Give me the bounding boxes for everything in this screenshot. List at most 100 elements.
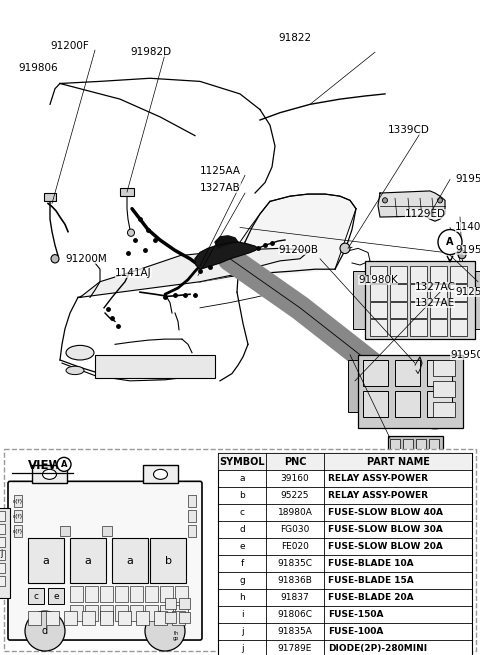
- Text: 1327AB: 1327AB: [200, 183, 241, 193]
- Text: h: h: [239, 593, 245, 602]
- Bar: [427, 391, 452, 417]
- Bar: [28, 611, 41, 625]
- Text: FUSE-SLOW BLOW 30A: FUSE-SLOW BLOW 30A: [328, 525, 443, 534]
- Bar: [112, 538, 148, 583]
- Bar: [115, 586, 128, 602]
- Bar: [32, 465, 67, 483]
- Bar: [85, 605, 98, 621]
- Bar: [95, 355, 215, 378]
- Bar: [0, 508, 10, 598]
- Text: i: i: [240, 610, 243, 619]
- Bar: [44, 193, 56, 201]
- Bar: [120, 188, 134, 196]
- Text: RELAY ASSY-POWER: RELAY ASSY-POWER: [328, 474, 428, 483]
- Text: 91200F: 91200F: [50, 41, 89, 51]
- Bar: [160, 605, 173, 621]
- Text: 91822: 91822: [278, 33, 311, 43]
- Bar: [100, 605, 113, 621]
- Text: g: g: [239, 576, 245, 585]
- Bar: [175, 605, 188, 621]
- FancyBboxPatch shape: [358, 355, 463, 428]
- Bar: [160, 586, 173, 602]
- Bar: [82, 611, 95, 625]
- Text: VIEW: VIEW: [28, 459, 62, 472]
- Text: c{f}: c{f}: [12, 529, 24, 534]
- Text: A: A: [61, 460, 67, 469]
- Text: a: a: [239, 474, 245, 483]
- Text: 1339CD: 1339CD: [388, 125, 430, 136]
- Bar: [390, 284, 407, 301]
- Text: 18980A: 18980A: [277, 508, 312, 517]
- FancyBboxPatch shape: [8, 481, 202, 640]
- Bar: [0, 537, 5, 547]
- Bar: [14, 510, 22, 522]
- Bar: [70, 538, 106, 583]
- Bar: [28, 538, 64, 583]
- Text: a: a: [43, 555, 49, 566]
- Bar: [416, 440, 426, 450]
- Text: th
gp: th gp: [173, 631, 179, 641]
- Bar: [165, 598, 176, 609]
- Bar: [430, 319, 447, 336]
- Bar: [390, 319, 407, 336]
- Bar: [188, 525, 196, 537]
- Text: j: j: [0, 549, 2, 557]
- Bar: [0, 576, 5, 586]
- Text: FUSE-BLADE 20A: FUSE-BLADE 20A: [328, 593, 414, 602]
- Bar: [188, 495, 196, 507]
- Text: 91835C: 91835C: [277, 559, 312, 568]
- Bar: [429, 440, 439, 450]
- Text: d: d: [239, 525, 245, 534]
- FancyBboxPatch shape: [348, 360, 358, 412]
- Bar: [410, 284, 427, 301]
- Circle shape: [128, 229, 134, 236]
- Bar: [100, 611, 113, 625]
- Bar: [390, 453, 400, 461]
- Text: 1129ED: 1129ED: [405, 209, 446, 219]
- Text: 91950D: 91950D: [455, 246, 480, 255]
- Text: PART NAME: PART NAME: [367, 457, 430, 467]
- Bar: [64, 611, 77, 625]
- Bar: [154, 611, 167, 625]
- Text: b: b: [239, 491, 245, 500]
- Bar: [416, 453, 426, 461]
- Bar: [85, 586, 98, 602]
- Bar: [145, 605, 158, 621]
- Bar: [188, 510, 196, 522]
- Bar: [450, 266, 467, 283]
- Circle shape: [145, 611, 185, 651]
- Circle shape: [437, 198, 443, 203]
- Bar: [390, 440, 400, 450]
- Bar: [433, 360, 455, 375]
- Text: 91950E: 91950E: [455, 174, 480, 185]
- Bar: [60, 526, 70, 536]
- Text: A: A: [446, 237, 454, 247]
- Bar: [70, 586, 83, 602]
- Text: f: f: [240, 559, 244, 568]
- Text: FG030: FG030: [280, 525, 310, 534]
- Text: j: j: [240, 627, 243, 636]
- Text: a: a: [127, 555, 133, 566]
- Text: 91950F: 91950F: [450, 350, 480, 360]
- Ellipse shape: [66, 345, 94, 360]
- Bar: [410, 319, 427, 336]
- Text: 39160: 39160: [281, 474, 310, 483]
- Bar: [130, 605, 143, 621]
- Bar: [0, 512, 5, 521]
- Text: 1141AJ: 1141AJ: [115, 269, 152, 278]
- Text: c: c: [34, 591, 38, 601]
- Text: 1327AC: 1327AC: [415, 282, 456, 292]
- Text: RELAY ASSY-POWER: RELAY ASSY-POWER: [328, 491, 428, 500]
- Text: 91836B: 91836B: [277, 576, 312, 585]
- Bar: [363, 391, 388, 417]
- Circle shape: [51, 255, 59, 263]
- Text: 91200M: 91200M: [65, 253, 107, 264]
- Bar: [218, 453, 472, 470]
- FancyBboxPatch shape: [353, 271, 365, 329]
- Bar: [14, 495, 22, 507]
- Bar: [395, 391, 420, 417]
- Text: e: e: [239, 542, 245, 552]
- Text: FUSE-150A: FUSE-150A: [328, 610, 384, 619]
- Circle shape: [458, 250, 466, 259]
- Circle shape: [340, 243, 350, 253]
